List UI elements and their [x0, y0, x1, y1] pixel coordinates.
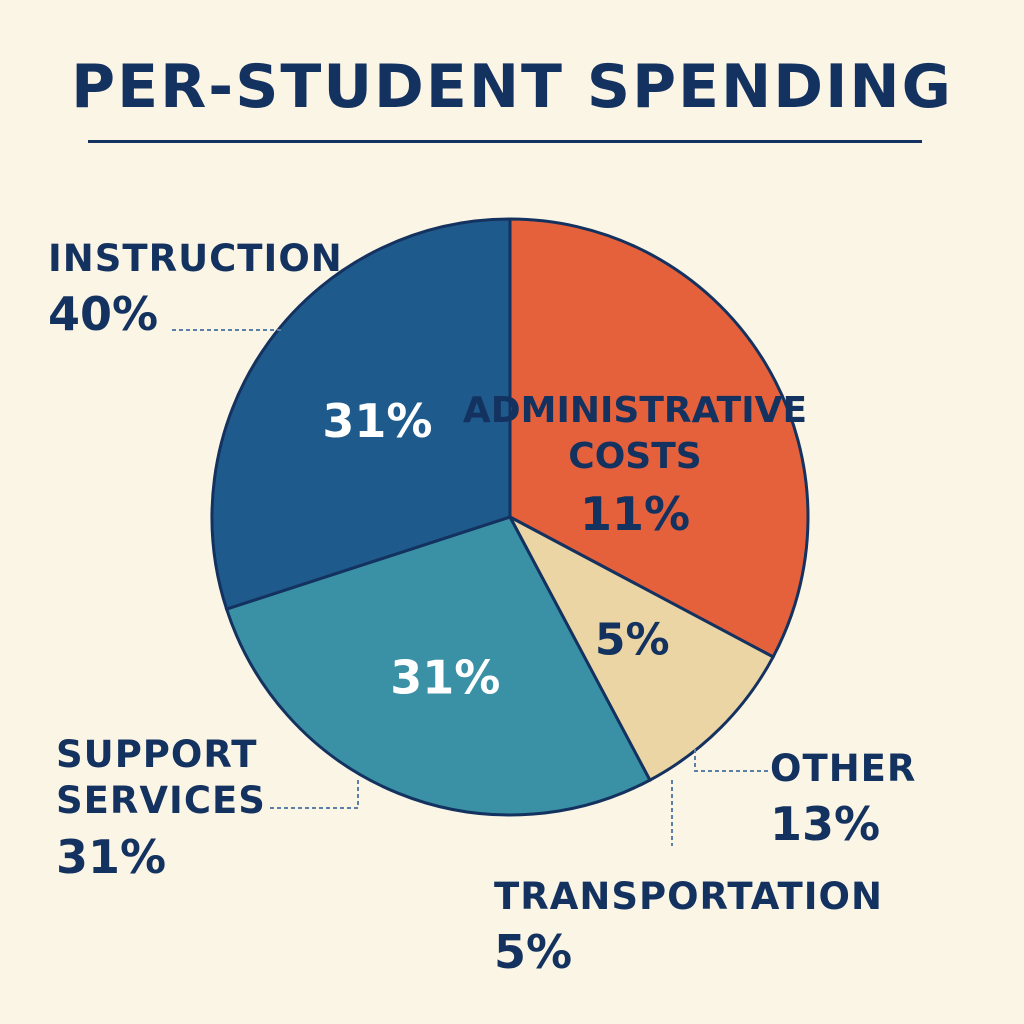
chart-title: PER-STUDENT SPENDING [71, 52, 953, 122]
slice-label-other: 5% [595, 615, 670, 666]
slice-label-administrative-value: 11% [580, 487, 690, 541]
leader-other [694, 746, 768, 772]
callout-transportation: TRANSPORTATION 5% [494, 874, 883, 982]
pie-slice-administrative-costs [508, 217, 810, 659]
pie-slice-instruction [210, 217, 512, 611]
callout-other: OTHER 13% [770, 746, 916, 854]
callout-other-name: OTHER [770, 747, 917, 790]
callout-support-services: SUPPORT SERVICES 31% [56, 732, 276, 886]
pie-slice-support-services [224, 515, 652, 817]
callout-transportation-value: 5% [494, 925, 573, 980]
leader-support-services [270, 780, 359, 809]
callout-instruction-name: INSTRUCTION [48, 237, 343, 280]
slice-label-administrative-name: COSTS [568, 436, 701, 477]
slice-label-administrative-name: ADMINISTRATIVE [463, 390, 807, 431]
callout-support-services-name: SUPPORT SERVICES [56, 733, 266, 823]
pie-slice-other [506, 513, 776, 783]
callout-other-value: 13% [770, 797, 881, 852]
callout-transportation-name: TRANSPORTATION [494, 875, 883, 918]
title-divider [88, 140, 922, 143]
slice-label-support-services: 31% [390, 650, 500, 704]
callout-instruction-value: 40% [48, 287, 159, 342]
slice-label-instruction: 31% [322, 394, 432, 448]
callout-instruction: INSTRUCTION 40% [48, 236, 343, 344]
callout-support-services-value: 31% [56, 829, 167, 884]
